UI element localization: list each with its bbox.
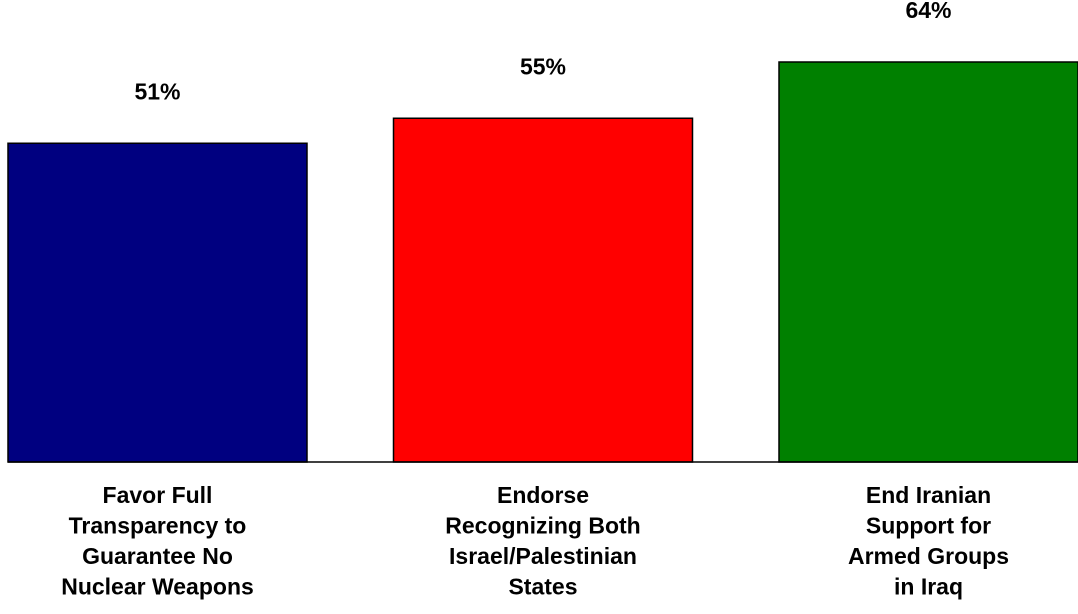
category-label-1: Favor Full Transparency to Guarantee No Nuc… bbox=[61, 482, 254, 600]
category-label-1-line-3: Guarantee No bbox=[82, 543, 233, 569]
bars-group bbox=[7, 61, 1078, 463]
category-label-2: Endorse Recognizing Both Israel/Palestinia… bbox=[445, 482, 640, 600]
category-label-2-line-2: Recognizing Both bbox=[445, 513, 640, 539]
bar-3 bbox=[778, 61, 1078, 463]
category-label-2-line-3: Israel/Palestinian bbox=[449, 543, 637, 569]
category-label-2-line-1: Endorse bbox=[497, 482, 589, 508]
category-label-1-line-4: Nuclear Weapons bbox=[61, 574, 254, 600]
category-label-1-line-2: Transparency to bbox=[69, 513, 247, 539]
bar-1 bbox=[7, 142, 308, 463]
category-label-3-line-4: in Iraq bbox=[894, 574, 963, 600]
category-label-3-line-3: Armed Groups bbox=[848, 543, 1009, 569]
category-label-3-line-1: End Iranian bbox=[866, 482, 991, 508]
category-labels-group: Favor Full Transparency to Guarantee No Nuc… bbox=[61, 482, 1009, 600]
value-labels-group: 51% 55% 64% bbox=[134, 0, 951, 104]
category-label-1-line-1: Favor Full bbox=[103, 482, 213, 508]
category-label-3: End Iranian Support for Armed Groups in Ira… bbox=[848, 482, 1009, 600]
category-label-2-line-4: States bbox=[508, 574, 577, 600]
value-label-3: 64% bbox=[905, 0, 951, 23]
bar-2 bbox=[392, 117, 694, 463]
value-label-1: 51% bbox=[134, 78, 180, 104]
category-label-3-line-2: Support for bbox=[866, 513, 991, 539]
value-label-2: 55% bbox=[520, 53, 566, 79]
